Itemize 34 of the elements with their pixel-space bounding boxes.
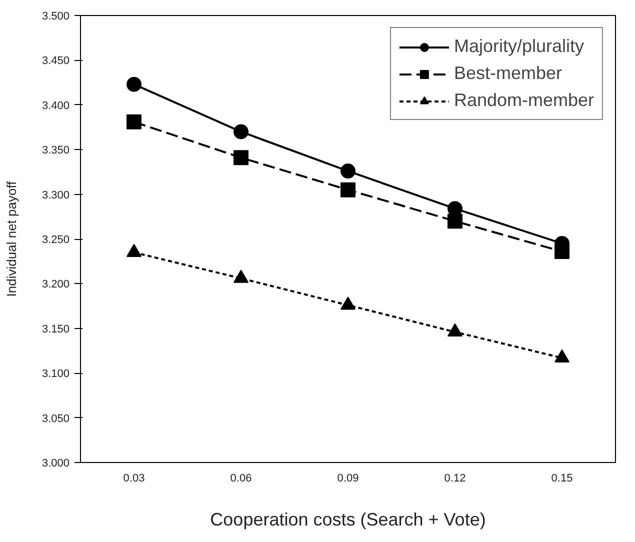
point [340, 182, 356, 198]
point [340, 296, 356, 310]
y-tick-label: 3.050 [42, 412, 70, 425]
legend-label: Random-member [454, 90, 594, 111]
y-axis-title: Individual net payoff [4, 180, 19, 297]
x-tick-label: 0.15 [551, 472, 573, 484]
point [554, 244, 570, 260]
point [448, 323, 462, 337]
y-tick-label: 3.450 [42, 55, 70, 68]
point [234, 270, 248, 283]
y-tick-label: 3.400 [42, 100, 70, 112]
legend-label: Majority/plurality [454, 36, 584, 57]
point [126, 114, 142, 130]
y-tick-label: 3.500 [42, 10, 70, 22]
point [234, 124, 248, 140]
y-tick-label: 3.350 [42, 144, 70, 157]
point [340, 164, 356, 179]
legend-label: Best-member [454, 63, 562, 84]
x-tick-label: 0.09 [337, 472, 359, 484]
point [554, 349, 570, 362]
point [126, 76, 142, 92]
point [448, 214, 462, 229]
x-axis-title: Cooperation costs (Search + Vote) [210, 510, 486, 530]
y-tick-label: 3.150 [42, 323, 70, 336]
x-tick-label: 0.06 [230, 472, 252, 484]
y-tick-label: 3.300 [42, 189, 70, 202]
y-tick-label: 3.200 [42, 278, 70, 291]
point [234, 150, 248, 166]
y-tick-label: 3.000 [42, 458, 70, 470]
x-tick-label: 0.03 [123, 472, 145, 484]
y-tick-label: 3.250 [42, 234, 70, 246]
y-tick-label: 3.100 [42, 368, 70, 380]
x-tick-label: 0.12 [444, 472, 466, 484]
point [126, 244, 142, 257]
